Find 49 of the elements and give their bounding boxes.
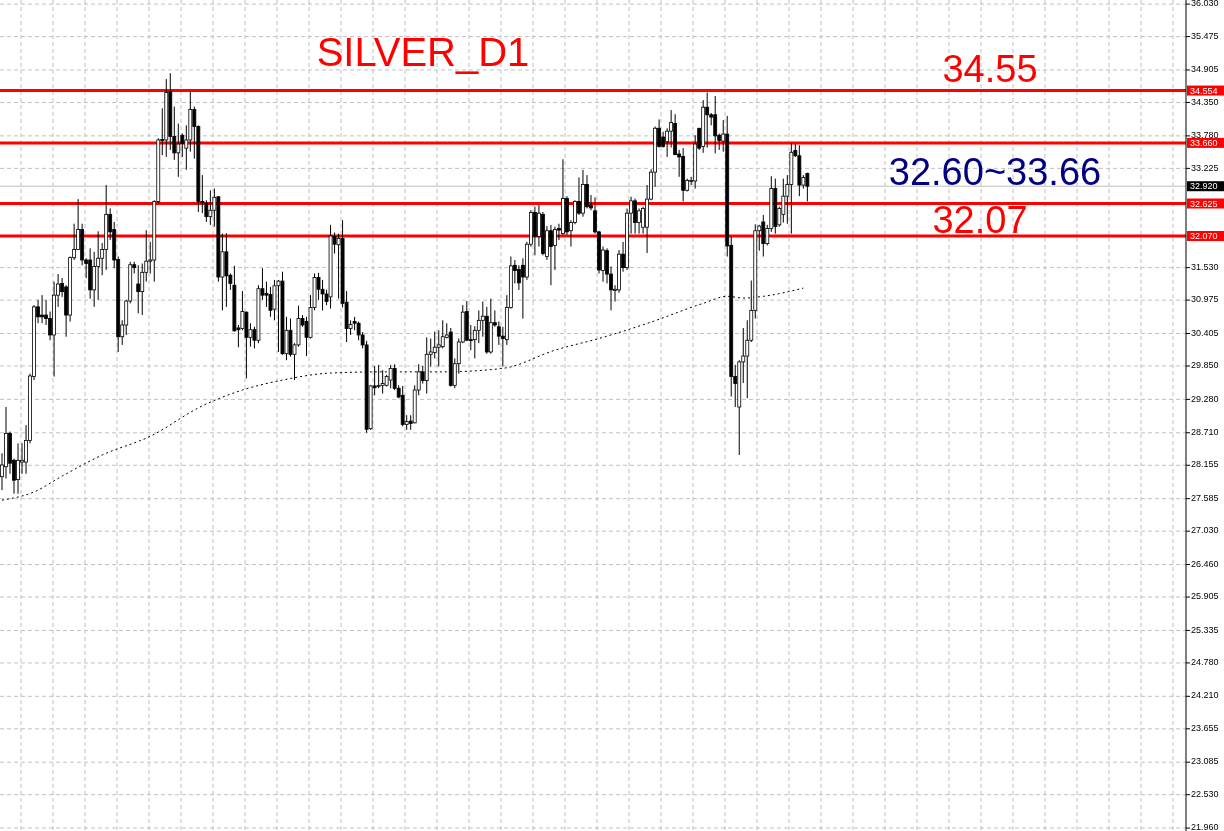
candlestick [633, 198, 637, 235]
candlestick [208, 189, 213, 226]
annotation: 32.07 [932, 199, 1028, 241]
y-tick-label: 22.530 [1191, 788, 1219, 799]
candlestick [781, 178, 786, 224]
y-tick-label: 21.960 [1191, 822, 1219, 831]
y-tick-label: 34.905 [1191, 64, 1219, 75]
y-tick-label: 24.210 [1191, 690, 1219, 701]
y-tick-label: 27.585 [1191, 492, 1219, 503]
candlestick [380, 369, 385, 395]
y-tick-label: 31.530 [1191, 261, 1219, 272]
candlestick [549, 224, 553, 286]
annotation: 32.60~33.66 [888, 151, 1102, 193]
y-tick-label: 33.780 [1191, 130, 1219, 141]
candlestick [440, 319, 445, 349]
candlestick [40, 294, 44, 324]
y-tick-label: 36.030 [1191, 0, 1219, 9]
y-tick-label: 30.975 [1191, 294, 1219, 305]
y-tick-label: 29.280 [1191, 393, 1219, 404]
y-tick-label: 28.155 [1191, 459, 1219, 470]
candlestick [136, 264, 141, 314]
candlestick [176, 123, 181, 178]
ref-line-label: 34.554 [1190, 85, 1218, 96]
candlestick [16, 442, 20, 495]
ref-line-label: 32.920 [1190, 181, 1218, 192]
y-tick-label: 35.475 [1191, 30, 1219, 41]
y-tick-label: 26.460 [1191, 558, 1219, 569]
y-tick-label: 23.655 [1191, 722, 1219, 733]
ref-line-label: 32.625 [1190, 198, 1218, 209]
candlestick [92, 251, 97, 308]
y-tick-label: 25.905 [1191, 591, 1219, 602]
candlestick [761, 214, 766, 257]
candlestick [805, 172, 810, 202]
text: SILVER_D1 [316, 30, 530, 74]
y-tick-label: 34.350 [1191, 96, 1219, 107]
ref-line-label: 32.070 [1190, 231, 1218, 242]
y-tick-label: 23.085 [1191, 756, 1219, 767]
y-tick-label: 29.850 [1191, 360, 1219, 371]
annotation: 34.55 [942, 48, 1038, 90]
y-tick-label: 24.780 [1191, 657, 1219, 668]
y-tick-label: 30.405 [1191, 327, 1219, 338]
candlestick [336, 233, 341, 300]
y-tick-label: 25.335 [1191, 624, 1219, 635]
y-tick-label: 28.710 [1191, 426, 1219, 437]
y-tick-label: 27.030 [1191, 525, 1219, 536]
candlestick [276, 279, 281, 353]
ref-line-label: 33.660 [1190, 138, 1218, 149]
candlestick [140, 263, 145, 316]
y-tick-label: 33.225 [1191, 162, 1219, 173]
